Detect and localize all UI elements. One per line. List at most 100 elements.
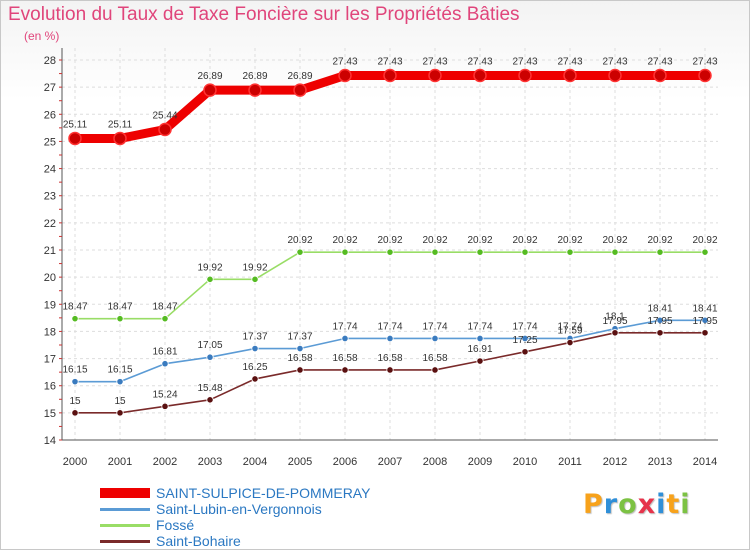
y-tick-label: 28 — [44, 55, 56, 67]
proxiti-logo: Proxiti — [583, 489, 691, 520]
data-point — [113, 131, 127, 146]
data-point — [68, 131, 82, 146]
legend: SAINT-SULPICE-DE-POMMERAY Saint-Lubin-en… — [100, 485, 370, 549]
data-point — [563, 68, 577, 83]
data-point — [521, 348, 529, 356]
data-label: 17.37 — [287, 332, 312, 343]
data-label: 17.74 — [332, 321, 357, 332]
data-label: 17.95 — [647, 316, 672, 327]
data-label: 26.89 — [242, 71, 267, 82]
data-label: 16.58 — [287, 353, 312, 364]
data-point — [431, 334, 439, 343]
data-point — [383, 68, 397, 83]
data-point — [431, 366, 439, 374]
logo-letter: i — [656, 489, 667, 520]
data-label: 27.43 — [692, 56, 717, 67]
data-point — [701, 316, 709, 324]
data-point — [386, 334, 394, 343]
data-point — [341, 248, 349, 256]
data-label: 27.43 — [602, 56, 627, 67]
data-label: 15.24 — [152, 389, 177, 400]
data-label: 17.95 — [602, 316, 627, 327]
legend-item: SAINT-SULPICE-DE-POMMERAY — [100, 485, 370, 501]
logo-letter: t — [666, 489, 681, 520]
data-label: 15 — [114, 396, 126, 407]
y-tick-label: 16 — [44, 381, 56, 393]
data-label: 15.48 — [197, 383, 222, 394]
data-label: 17.74 — [377, 321, 402, 332]
data-label: 17.74 — [422, 321, 447, 332]
data-point — [386, 248, 394, 256]
data-label: 16.15 — [107, 365, 132, 376]
y-tick-label: 18 — [44, 326, 56, 338]
x-tick-label: 2007 — [378, 456, 402, 468]
y-tick-label: 20 — [44, 272, 56, 284]
data-point — [116, 378, 124, 386]
data-point — [428, 68, 442, 83]
data-label: 26.89 — [287, 71, 312, 82]
data-point — [431, 248, 439, 256]
data-label: 20.92 — [692, 235, 717, 246]
data-point — [341, 334, 349, 343]
data-point — [161, 402, 169, 410]
legend-label: SAINT-SULPICE-DE-POMMERAY — [156, 485, 371, 501]
y-tick-label: 21 — [44, 245, 56, 257]
x-tick-label: 2000 — [63, 456, 87, 468]
legend-swatch — [100, 523, 150, 527]
y-tick-label: 17 — [44, 354, 56, 366]
legend-swatch — [100, 539, 150, 543]
data-label: 27.43 — [377, 56, 402, 67]
data-label: 20.92 — [422, 235, 447, 246]
y-tick-label: 22 — [44, 218, 56, 230]
data-point — [518, 68, 532, 83]
data-label: 20.92 — [332, 235, 357, 246]
data-point — [338, 68, 352, 83]
data-label: 17.95 — [692, 316, 717, 327]
legend-label: Saint-Bohaire — [156, 533, 241, 549]
data-point — [206, 353, 214, 361]
legend-label: Saint-Lubin-en-Vergonnois — [156, 501, 322, 517]
legend-item: Fossé — [100, 517, 370, 533]
y-tick-label: 23 — [44, 191, 56, 203]
y-tick-label: 26 — [44, 109, 56, 121]
data-label: 20.92 — [512, 235, 537, 246]
data-point — [653, 68, 667, 83]
data-point — [341, 366, 349, 374]
data-point — [293, 83, 307, 97]
data-point — [296, 248, 304, 256]
data-label: 20.92 — [287, 235, 312, 246]
data-label: 16.58 — [377, 353, 402, 364]
data-point — [251, 275, 259, 283]
x-tick-label: 2010 — [513, 456, 537, 468]
data-point — [71, 315, 79, 323]
y-tick-label: 24 — [44, 164, 56, 176]
y-axis-unit: (en %) — [24, 29, 60, 43]
data-label: 27.43 — [332, 56, 357, 67]
y-tick-label: 14 — [44, 435, 56, 447]
data-label: 17.74 — [512, 321, 537, 332]
x-tick-label: 2002 — [153, 456, 177, 468]
data-label: 27.43 — [557, 56, 582, 67]
data-label: 27.43 — [467, 56, 492, 67]
legend-item: Saint-Bohaire — [100, 533, 370, 549]
data-label: 17.74 — [467, 321, 492, 332]
data-point — [476, 357, 484, 365]
data-point — [206, 396, 214, 404]
data-point — [71, 409, 79, 417]
x-tick-label: 2003 — [198, 456, 222, 468]
data-point — [521, 248, 529, 256]
data-point — [161, 315, 169, 323]
chart-title: Evolution du Taux de Taxe Foncière sur l… — [8, 4, 520, 25]
data-label: 25.11 — [108, 119, 133, 130]
data-point — [521, 334, 529, 343]
data-label: 20.92 — [467, 235, 492, 246]
data-point — [71, 378, 79, 386]
data-point — [206, 275, 214, 283]
data-label: 20.92 — [602, 235, 627, 246]
x-tick-label: 2001 — [108, 456, 132, 468]
data-point — [656, 329, 664, 337]
x-tick-label: 2008 — [423, 456, 447, 468]
data-label: 27.43 — [422, 56, 447, 67]
